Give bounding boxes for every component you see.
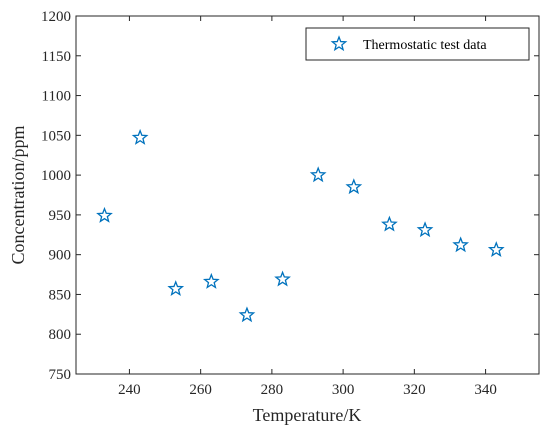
data-point-star	[416, 221, 434, 238]
y-tick-label: 1000	[41, 168, 71, 184]
y-tick-label: 1100	[42, 89, 71, 105]
data-point-star	[452, 236, 470, 253]
data-point-star	[309, 166, 327, 183]
legend: Thermostatic test data	[305, 27, 530, 61]
y-tick-label: 850	[49, 287, 72, 303]
y-tick-label: 1050	[41, 128, 71, 144]
x-tick-label: 280	[261, 382, 284, 398]
x-tick-label: 240	[118, 382, 141, 398]
data-point-star	[96, 206, 113, 223]
plot-area	[75, 15, 540, 375]
data-point-star	[487, 241, 505, 258]
data-point-star	[274, 270, 291, 287]
y-tick-label: 750	[49, 367, 72, 383]
data-point-star	[238, 306, 256, 323]
x-tick-label: 260	[189, 382, 212, 398]
data-point-star	[202, 272, 220, 289]
y-tick-label: 950	[49, 208, 72, 224]
data-point-star	[131, 128, 149, 145]
y-tick-label: 1150	[42, 49, 71, 65]
y-axis-title: Concentration/ppm	[8, 126, 28, 265]
data-points	[96, 128, 505, 323]
legend-marker	[330, 35, 348, 52]
data-point-star	[167, 280, 185, 297]
data-point-star	[345, 178, 363, 195]
y-tick-label: 800	[49, 327, 72, 343]
x-tick-label: 340	[474, 382, 497, 398]
legend-star-icon	[330, 35, 348, 52]
x-tick-label: 320	[403, 382, 426, 398]
x-axis: 240 260 280 300 320 340	[118, 16, 497, 398]
x-axis-title: Temperature/K	[253, 405, 362, 425]
y-tick-label: 900	[49, 248, 72, 264]
y-tick-label: 1200	[41, 9, 71, 25]
data-point-star	[381, 215, 398, 232]
legend-label: Thermostatic test data	[363, 38, 487, 53]
x-tick-label: 300	[332, 382, 355, 398]
y-axis: 750 800 850 900 950 1000 1050 1100 1150 1200	[41, 9, 539, 383]
